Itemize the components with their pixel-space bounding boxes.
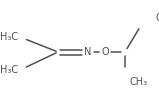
- Text: OH: OH: [155, 13, 159, 23]
- Text: H₃C: H₃C: [0, 65, 18, 75]
- Text: CH₃: CH₃: [130, 77, 148, 87]
- Text: H₃C: H₃C: [0, 32, 18, 42]
- Text: O: O: [101, 47, 109, 57]
- Text: N: N: [84, 47, 92, 57]
